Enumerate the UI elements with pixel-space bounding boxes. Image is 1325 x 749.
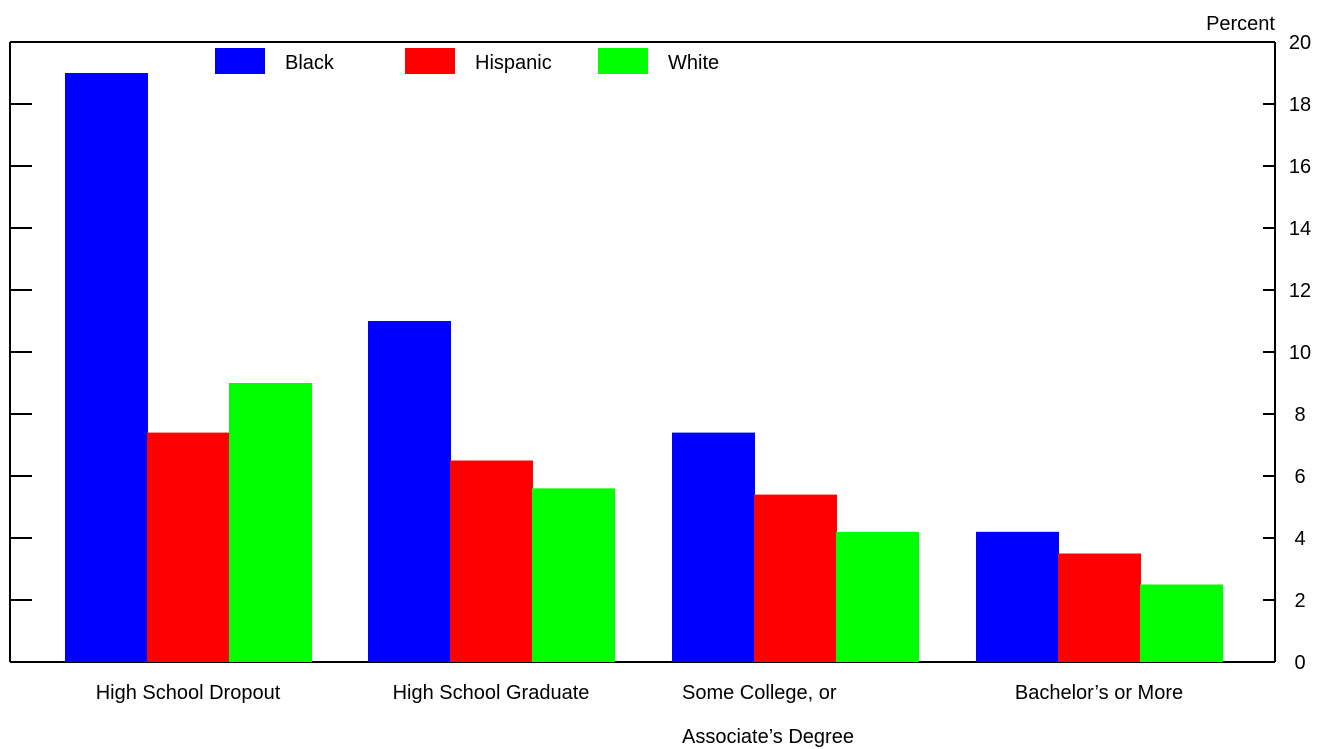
bar-white-1 xyxy=(532,488,615,662)
y-tick-label: 12 xyxy=(1289,280,1311,302)
bar-black-1 xyxy=(368,321,451,662)
legend-swatch-hispanic xyxy=(405,48,455,74)
x-category-label: Associate’s Degree xyxy=(682,726,854,748)
y-tick-label: 6 xyxy=(1294,466,1305,488)
x-category-label: High School Dropout xyxy=(96,682,281,704)
bar-black-0 xyxy=(65,73,148,662)
legend-swatch-black xyxy=(215,48,265,74)
bar-black-2 xyxy=(672,432,755,662)
legend-label-black: Black xyxy=(285,52,335,74)
bar-hispanic-2 xyxy=(754,494,837,662)
legend-swatch-white xyxy=(598,48,648,74)
legend-label-white: White xyxy=(668,52,719,74)
bar-hispanic-3 xyxy=(1058,553,1141,662)
legend: Black Hispanic White xyxy=(215,48,719,74)
labels: 0 2 4 6 8 10 12 14 16 18 20 Percent High School Drop… xyxy=(96,13,1311,748)
y-tick-label: 18 xyxy=(1289,94,1311,116)
x-category-label: Some College, or xyxy=(682,682,837,704)
y-tick-label: 4 xyxy=(1294,528,1305,550)
y-tick-label: 0 xyxy=(1294,652,1305,674)
legend-label-hispanic: Hispanic xyxy=(475,52,552,74)
y-axis-label: Percent xyxy=(1206,13,1275,35)
bar-white-2 xyxy=(836,531,919,662)
bar-hispanic-1 xyxy=(450,460,533,662)
bar-white-0 xyxy=(229,383,312,662)
x-category-label: High School Graduate xyxy=(393,682,590,704)
bar-white-3 xyxy=(1140,584,1223,662)
bar-black-3 xyxy=(976,531,1059,662)
y-tick-label: 20 xyxy=(1289,32,1311,54)
y-tick-label: 10 xyxy=(1289,342,1311,364)
x-category-label: Bachelor’s or More xyxy=(1015,682,1183,704)
y-tick-label: 2 xyxy=(1294,590,1305,612)
y-tick-label: 14 xyxy=(1289,218,1311,240)
bars xyxy=(65,73,1223,662)
bar-hispanic-0 xyxy=(147,432,230,662)
y-tick-label: 8 xyxy=(1294,404,1305,426)
y-tick-label: 16 xyxy=(1289,156,1311,178)
